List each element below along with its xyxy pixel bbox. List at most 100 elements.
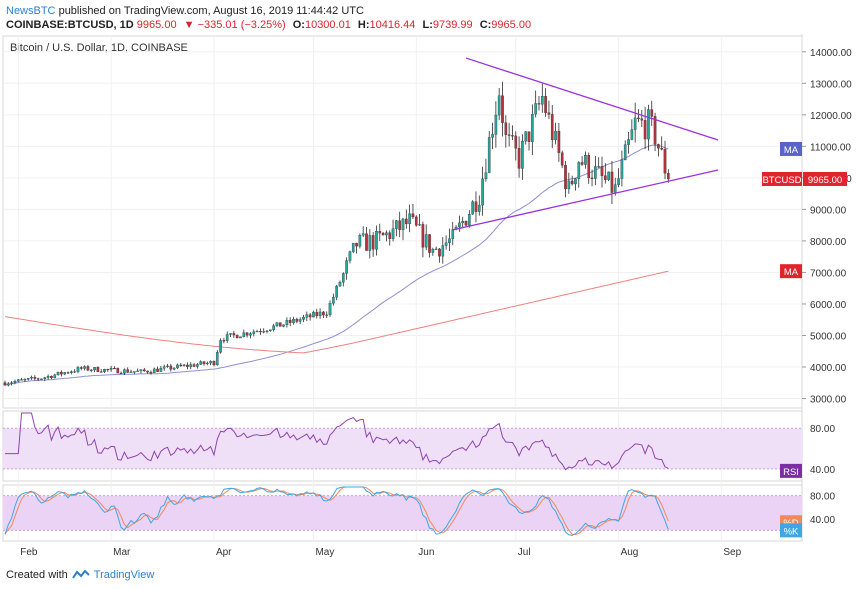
candle-body <box>381 232 385 236</box>
candle-body <box>557 130 561 153</box>
publisher-name[interactable]: NewsBTC <box>6 5 56 17</box>
candle-body <box>235 334 239 339</box>
tradingview-logo-icon <box>71 570 90 579</box>
candle-body <box>265 330 269 332</box>
candle-body <box>534 103 537 115</box>
candle-body <box>600 166 604 176</box>
candle-body <box>70 371 73 373</box>
candle-body <box>554 130 557 140</box>
ma-short-line <box>4 144 669 386</box>
ma-short-badge: MA <box>780 141 802 156</box>
candle-body <box>159 368 163 372</box>
chart-title: Bitcoin / U.S. Dollar, 1D, COINBASE <box>10 42 188 54</box>
candle-body <box>434 248 438 250</box>
close-label: C: <box>479 19 492 31</box>
stoch-k-badge-text: %K <box>784 526 799 537</box>
candle-body <box>103 368 106 372</box>
x-tick-label: Aug <box>621 547 639 558</box>
candle-body <box>491 134 494 138</box>
candle-body <box>318 311 322 317</box>
candle-body <box>411 213 415 218</box>
candle-body <box>378 231 382 234</box>
candle-body <box>63 372 67 375</box>
candle-body <box>56 371 60 376</box>
candle-body <box>468 214 471 226</box>
open-value: 10300.01 <box>304 19 351 31</box>
tradingview-brand[interactable]: TradingView <box>93 569 155 581</box>
candle-body <box>123 369 126 374</box>
candle-body <box>537 103 541 105</box>
candle-body <box>46 376 50 378</box>
candle-body <box>196 364 199 367</box>
candle-body <box>431 249 435 253</box>
published-text: published on TradingView.com, August 16,… <box>55 5 364 17</box>
candle-body <box>73 371 76 373</box>
y-tick-label: 14000.00 <box>810 48 852 59</box>
candle-body <box>76 367 80 372</box>
price-tag-badge-bg <box>762 171 802 186</box>
candle-body <box>225 334 229 341</box>
x-tick-label: Sep <box>723 547 741 558</box>
rsi-badge: RSI <box>780 463 802 478</box>
candle-body <box>16 379 20 382</box>
candle-body <box>202 361 206 365</box>
rsi-tick-label: 40.00 <box>810 465 835 476</box>
x-tick-label: Apr <box>216 547 232 558</box>
candle-body <box>358 235 362 247</box>
x-tick-label: Jul <box>518 547 531 558</box>
candle-body <box>86 366 90 371</box>
candle-body <box>186 364 189 367</box>
candle-body <box>368 235 372 251</box>
candle-body <box>278 322 282 327</box>
candle-body <box>3 382 7 386</box>
low-label: L: <box>422 19 433 31</box>
candle-body <box>395 220 398 229</box>
candle-body <box>7 383 10 386</box>
candle-body <box>610 171 614 193</box>
candle-body <box>391 228 395 239</box>
candle-body <box>663 149 667 174</box>
stoch-band <box>3 495 802 531</box>
footer: Created with TradingView <box>6 569 154 581</box>
candle-body <box>23 379 27 381</box>
candle-body <box>474 201 478 212</box>
candle-body <box>451 229 455 239</box>
candle-body <box>99 371 103 373</box>
candle-body <box>653 116 657 145</box>
candle-body <box>176 364 179 369</box>
candle-body <box>401 218 405 230</box>
high-label: H: <box>357 19 370 31</box>
candle-body <box>580 162 584 165</box>
candle-body <box>322 311 325 316</box>
candle-body <box>647 109 650 140</box>
candle-body <box>53 374 57 379</box>
candle-body <box>438 248 441 257</box>
candle-body <box>604 175 607 180</box>
candle-body <box>149 372 153 374</box>
candle-body <box>252 331 256 334</box>
candle-body <box>567 180 571 190</box>
candle-body <box>564 165 567 190</box>
candle-body <box>577 162 581 179</box>
candle-body <box>444 242 448 246</box>
y-tick-label: 3000.00 <box>810 395 847 406</box>
stoch-k-line <box>4 486 669 536</box>
x-tick-label: Mar <box>113 547 131 558</box>
candle-body <box>338 282 342 287</box>
candle-body <box>633 117 637 130</box>
candle-body <box>116 368 120 374</box>
candle-body <box>292 318 295 323</box>
price-tag-badge: BTCUSD <box>762 171 802 186</box>
publish-header: NewsBTC published on TradingView.com, Au… <box>6 4 364 18</box>
candle-body <box>441 245 445 257</box>
candle-body <box>458 222 461 228</box>
candle-body <box>255 331 259 333</box>
candle-body <box>206 362 209 365</box>
candle-body <box>113 368 116 370</box>
candle-body <box>428 234 431 253</box>
candle-body <box>126 369 130 373</box>
candle-body <box>640 118 644 121</box>
candle-body <box>570 180 574 185</box>
ma-short-badge-text: MA <box>784 145 799 156</box>
price-chart[interactable]: Bitcoin / U.S. Dollar, 1D, COINBASE Feb M… <box>0 34 860 564</box>
